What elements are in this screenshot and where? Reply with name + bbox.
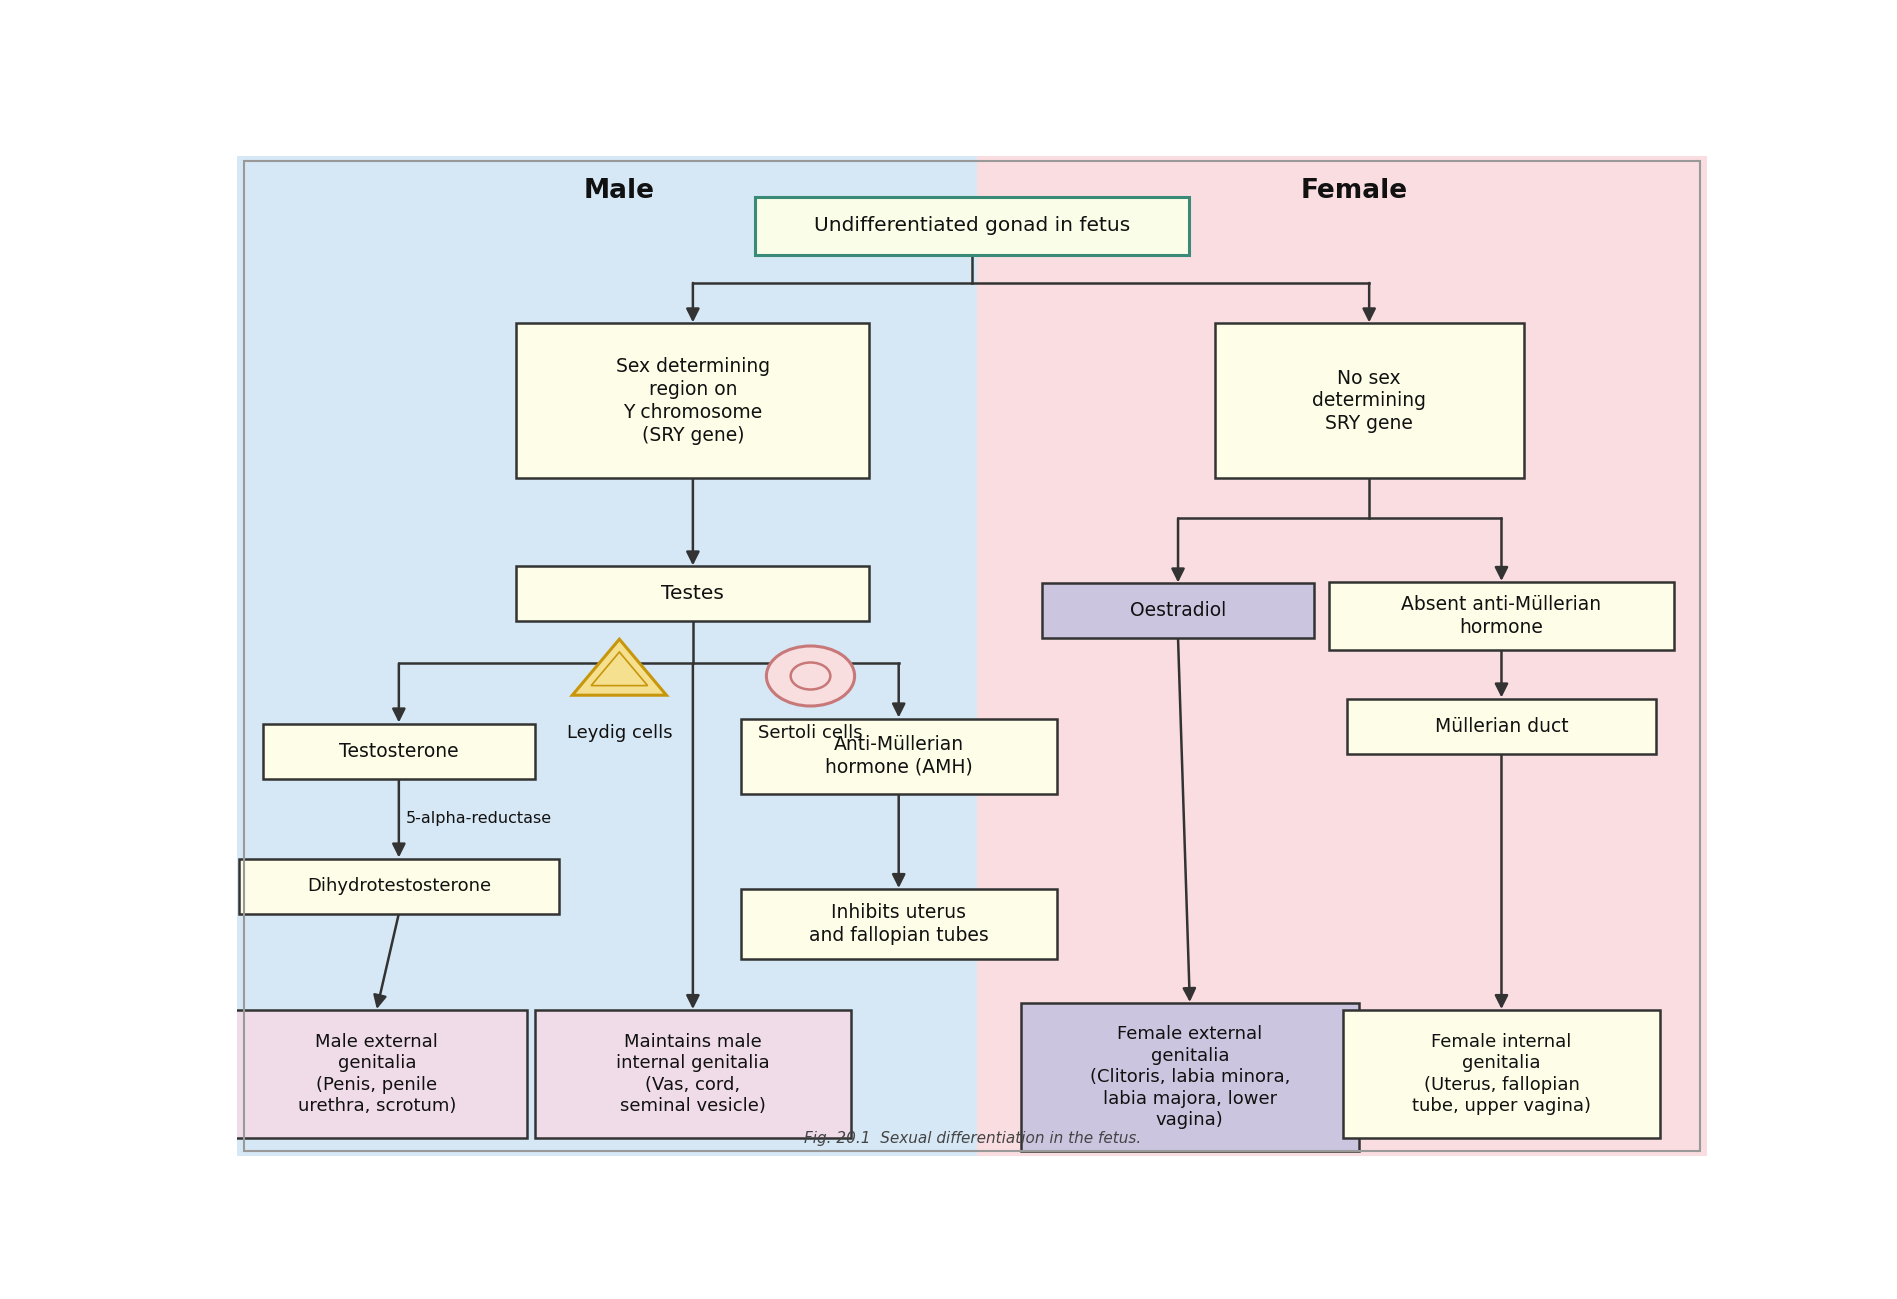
FancyBboxPatch shape	[264, 724, 535, 778]
FancyBboxPatch shape	[755, 197, 1189, 255]
FancyBboxPatch shape	[226, 1011, 527, 1138]
Text: Oestradiol: Oestradiol	[1131, 601, 1225, 621]
Text: Male external
genitalia
(Penis, penile
urethra, scrotum): Male external genitalia (Penis, penile u…	[298, 1033, 455, 1116]
FancyBboxPatch shape	[516, 566, 869, 621]
Text: Female external
genitalia
(Clitoris, labia minora,
labia majora, lower
vagina): Female external genitalia (Clitoris, lab…	[1089, 1025, 1290, 1129]
FancyBboxPatch shape	[1347, 699, 1656, 753]
Text: Fig. 20.1  Sexual differentiation in the fetus.: Fig. 20.1 Sexual differentiation in the …	[804, 1130, 1140, 1146]
FancyBboxPatch shape	[1343, 1011, 1660, 1138]
Text: Anti-Müllerian
hormone (AMH): Anti-Müllerian hormone (AMH)	[825, 735, 973, 777]
FancyBboxPatch shape	[239, 859, 560, 913]
Text: Testes: Testes	[662, 585, 725, 604]
Text: Testosterone: Testosterone	[340, 742, 459, 760]
FancyBboxPatch shape	[740, 718, 1057, 794]
Text: Maintains male
internal genitalia
(Vas, cord,
seminal vesicle): Maintains male internal genitalia (Vas, …	[617, 1033, 770, 1116]
FancyBboxPatch shape	[740, 889, 1057, 959]
Text: Dihydrotestosterone: Dihydrotestosterone	[307, 877, 491, 895]
Text: 5-alpha-reductase: 5-alpha-reductase	[406, 811, 552, 826]
Text: Female internal
genitalia
(Uterus, fallopian
tube, upper vagina): Female internal genitalia (Uterus, fallo…	[1411, 1033, 1592, 1116]
Text: Female: Female	[1301, 178, 1408, 204]
Text: Leydig cells: Leydig cells	[567, 724, 672, 742]
FancyBboxPatch shape	[1214, 323, 1523, 478]
Text: Müllerian duct: Müllerian duct	[1434, 717, 1569, 735]
Text: Male: Male	[584, 178, 654, 204]
FancyBboxPatch shape	[1021, 1003, 1358, 1151]
Text: No sex
determining
SRY gene: No sex determining SRY gene	[1313, 369, 1427, 433]
Text: Inhibits uterus
and fallopian tubes: Inhibits uterus and fallopian tubes	[808, 903, 988, 944]
FancyBboxPatch shape	[516, 323, 869, 478]
Polygon shape	[573, 639, 666, 695]
FancyBboxPatch shape	[1041, 583, 1315, 639]
FancyBboxPatch shape	[535, 1011, 852, 1138]
Circle shape	[766, 646, 854, 707]
FancyBboxPatch shape	[1328, 582, 1675, 650]
FancyBboxPatch shape	[977, 156, 1707, 1156]
Text: Absent anti-Müllerian
hormone: Absent anti-Müllerian hormone	[1402, 595, 1601, 637]
FancyBboxPatch shape	[237, 156, 977, 1156]
Text: Sertoli cells: Sertoli cells	[759, 724, 863, 742]
Text: Undifferentiated gonad in fetus: Undifferentiated gonad in fetus	[814, 217, 1131, 235]
Text: Sex determining
region on
Y chromosome
(SRY gene): Sex determining region on Y chromosome (…	[617, 357, 770, 444]
